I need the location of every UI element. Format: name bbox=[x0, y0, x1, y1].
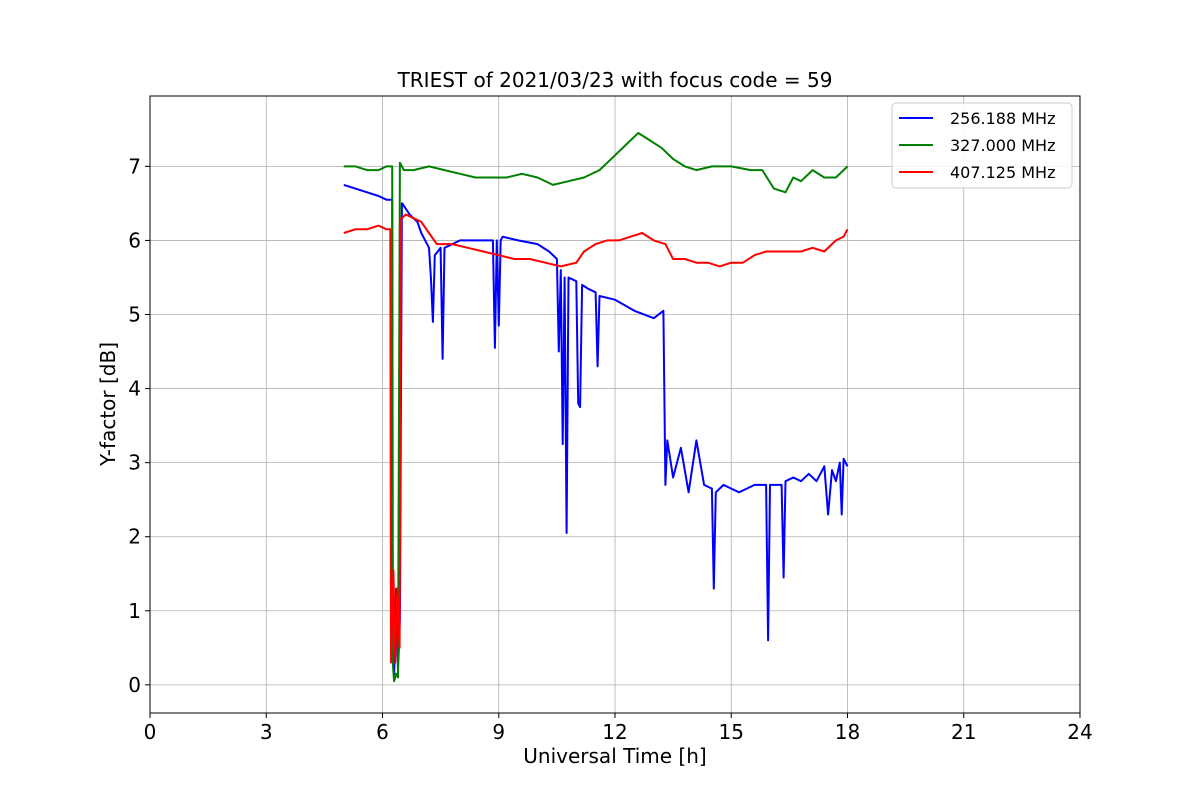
y-tick-label: 4 bbox=[128, 377, 141, 401]
x-tick-label: 12 bbox=[602, 720, 627, 744]
legend-label-1: 256.188 MHz bbox=[950, 109, 1055, 128]
y-tick-label: 0 bbox=[128, 673, 141, 697]
x-tick-label: 24 bbox=[1067, 720, 1092, 744]
y-tick-label: 6 bbox=[128, 228, 141, 252]
x-tick-label: 21 bbox=[951, 720, 976, 744]
x-tick-label: 15 bbox=[719, 720, 744, 744]
series-line-3 bbox=[343, 213, 849, 664]
y-tick-label: 1 bbox=[128, 599, 141, 623]
legend-label-2: 327.000 MHz bbox=[950, 136, 1055, 155]
series-line-1 bbox=[343, 183, 849, 679]
legend: 256.188 MHz 327.000 MHz 407.125 MHz bbox=[891, 102, 1073, 189]
x-axis-label: Universal Time [h] bbox=[523, 744, 706, 768]
y-tick-label: 7 bbox=[128, 154, 141, 178]
y-tick-label: 3 bbox=[128, 451, 141, 475]
y-tick-label: 5 bbox=[128, 303, 141, 327]
x-tick-label: 18 bbox=[835, 720, 860, 744]
y-axis-label: Y-factor [dB] bbox=[96, 342, 120, 467]
x-tick-label: 6 bbox=[376, 720, 389, 744]
series-lines bbox=[343, 132, 849, 683]
x-tick-label: 3 bbox=[260, 720, 273, 744]
y-tick-label: 2 bbox=[128, 525, 141, 549]
x-tick-label: 9 bbox=[492, 720, 505, 744]
legend-label-3: 407.125 MHz bbox=[950, 163, 1055, 182]
legend-box bbox=[891, 102, 1073, 189]
x-tick-label: 0 bbox=[144, 720, 157, 744]
series-line-2 bbox=[343, 132, 849, 683]
chart-title: TRIEST of 2021/03/23 with focus code = 5… bbox=[397, 68, 833, 92]
